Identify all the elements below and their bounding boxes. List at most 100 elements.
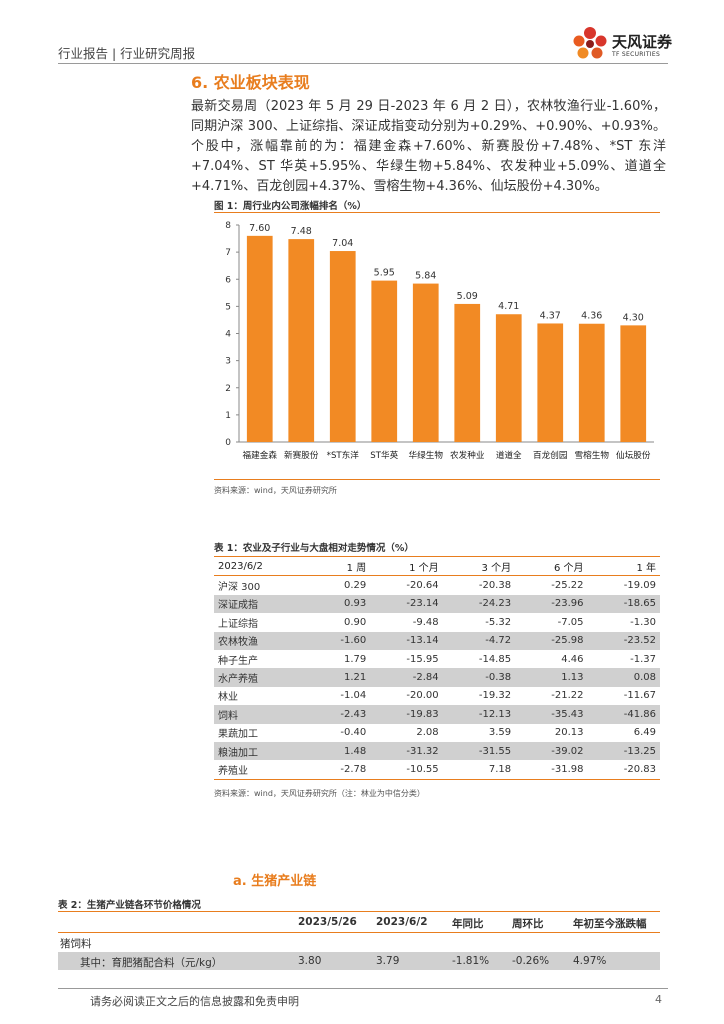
bar-value-label: 4.37 [540,310,561,321]
table-cell: -1.04 [340,690,367,702]
table-cell: -25.98 [515,631,588,650]
table1-title: 表 1：农业及子行业与大盘相对走势情况（%） [214,543,414,554]
table-row: 沪深 300 0.29 -20.64 -20.38 -25.22 -19.09 [214,576,660,595]
y-tick-label: 2 [225,384,231,394]
table-cell: -20.83 [587,760,660,780]
table2-title: 表 2：生猪产业链各环节价格情况 [58,900,201,911]
table-row: 粮油加工 1.48 -31.32 -31.55 -39.02 -13.25 [214,741,660,761]
table-cell: -2.78 [309,760,371,780]
table-cell: -19.09 [623,580,656,592]
row-label: 林业 [218,692,238,704]
table-cell: -39.02 [515,741,588,761]
table2-header-date1: 2023/5/26 [298,916,357,928]
table-row: 林业 -1.04 -20.00 -19.32 -21.22 -11.67 [214,687,660,705]
table2-group-label: 猪饲料 [60,938,92,950]
table2-cell-date2: 3.79 [376,955,400,967]
table-cell: 1.48 [309,741,371,761]
y-tick-label: 5 [225,302,231,312]
table-row: 水产养殖 1.21 -2.84 -0.38 1.13 0.08 [214,668,660,687]
bar [288,239,315,442]
category-label: 华绿生物 [409,449,444,461]
bar [454,303,481,442]
table-cell: -10.55 [370,760,443,780]
table2-title-rule [58,911,660,912]
table2-header-yoy: 年同比 [452,918,484,930]
row-label: 养殖业 [214,760,310,780]
category-label: 雪榕生物 [575,449,610,461]
subsection-title: a. 生猪产业链 [233,874,317,889]
table-row: 饲料 -2.43 -19.83 -12.13 -35.43 -41.86 [214,705,660,724]
table-row: 果蔬加工 -0.40 2.08 3.59 20.13 6.49 [214,724,660,742]
category-label: *ST东洋 [327,449,360,461]
row-label: 农林牧渔 [214,631,310,650]
row-label: 水产养殖 [214,668,310,687]
bar-value-label: 4.30 [623,312,644,323]
bar-value-label: 7.48 [291,226,312,237]
figure-title: 图 1：周行业内公司涨幅排名（%） [214,201,367,212]
bar [246,235,273,442]
section-paragraph: 最新交易周（2023 年 5 月 29 日-2023 年 6 月 2 日），农林… [191,99,666,194]
category-label: 仙坛股份 [616,449,651,461]
row-label: 深证成指 [214,594,310,614]
y-tick-label: 4 [225,330,231,340]
table1-header-cell: 2023/6/2 [214,555,310,577]
table-row: 农林牧渔 -1.60 -13.14 -4.72 -25.98 -23.52 [214,631,660,650]
y-tick-label: 1 [225,411,231,421]
bar [412,283,439,442]
table-cell: 4.46 [561,653,584,665]
table-cell: 7.18 [442,760,516,780]
table1-source: 资料来源：wind，天风证券研究所（注：林业为中信分类） [214,789,425,798]
table-cell: -9.48 [412,616,439,628]
footer-divider [58,988,668,989]
bar [495,314,522,442]
table-row: 养殖业 -2.78 -10.55 7.18 -31.98 -20.83 [214,760,660,780]
table-cell: -12.13 [442,705,516,724]
table-cell: -23.14 [370,594,443,614]
table-cell: -11.67 [623,690,656,702]
figure-source-rule [214,479,660,480]
table-cell: -35.43 [515,705,588,724]
row-label: 果蔬加工 [218,729,258,741]
table-cell: -24.23 [442,594,516,614]
table1-header-cell: 6 个月 [515,555,588,577]
table-cell: -1.30 [630,616,656,628]
y-tick-label: 3 [225,357,231,367]
table-cell: -1.60 [309,631,371,650]
row-label: 种子生产 [218,655,258,667]
table-cell: 0.29 [343,580,367,592]
table-cell: 20.13 [554,727,584,739]
figure-title-rule [214,212,660,213]
bar [620,325,647,442]
category-label: 福建金森 [243,449,278,461]
table2-header-date2: 2023/6/2 [376,916,428,928]
table2-row-label: 其中：育肥猪配合料（元/kg） [80,957,223,969]
category-label: 新赛股份 [284,449,319,461]
bar-chart: 0 1 2 3 4 5 6 7 8 7.60 福建金森 7.48 新赛股份 7.04 *ST东洋 5.95 ST… [225,221,654,461]
table-cell: -20.38 [478,580,512,592]
y-tick-label: 0 [225,438,231,448]
table2-row-background [58,952,660,970]
table-cell: -14.85 [478,653,512,665]
logo-flower-icon [573,27,607,59]
table-cell: -4.72 [442,631,516,650]
table-cell: -19.32 [478,690,512,702]
report-header: 行业报告 | 行业研究周报 [58,46,196,61]
table1-header-cell: 3 个月 [442,555,516,577]
table-cell: 1.13 [515,668,588,687]
logo-name-en: TF SECURITIES [612,51,661,58]
table-cell: -23.96 [515,594,588,614]
table-cell: 1.21 [309,668,371,687]
bar-value-label: 5.09 [457,291,478,302]
table-cell: -2.84 [370,668,443,687]
table-row: 种子生产 1.79 -15.95 -14.85 4.46 -1.37 [214,650,660,668]
table2-header-wow: 周环比 [512,918,544,930]
header-divider [58,63,668,64]
row-label: 粮油加工 [214,741,310,761]
table2-cell-wow: -0.26% [512,955,550,967]
row-label: 饲料 [214,705,310,724]
table1-header-cell: 1 年 [587,555,660,577]
table-cell: -41.86 [587,705,660,724]
tf-securities-logo: 天风证券 TF SECURITIES [570,23,680,63]
